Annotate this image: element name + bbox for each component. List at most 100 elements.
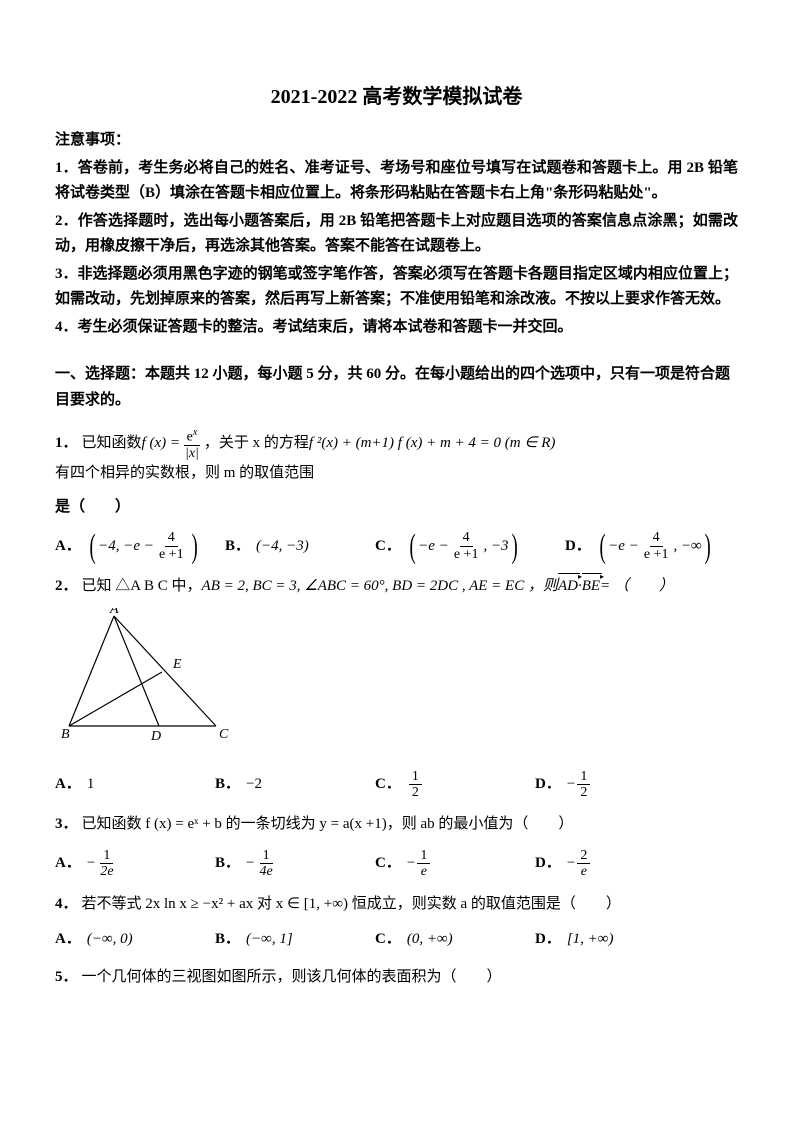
question-1: 1． 已知函数 f (x) = ex |x| ，关于 x 的方程 f ²(x) … bbox=[55, 427, 738, 487]
q3-b-den: 4e bbox=[256, 864, 275, 879]
q3-c-l: C． bbox=[375, 851, 401, 877]
q2-triangle-diagram: AEBDC bbox=[61, 608, 231, 746]
q4-b-v: (−∞, 1] bbox=[246, 927, 293, 953]
q1-opt-c: C． ( −e − 4e +1 , −3 ) bbox=[375, 530, 565, 562]
q1-c-lead: −e − bbox=[418, 534, 449, 560]
q1-num: 1． bbox=[55, 431, 78, 457]
q2-d-neg: − bbox=[567, 772, 575, 798]
q2-b-l: B． bbox=[215, 772, 240, 798]
question-4: 4． 若不等式 2x ln x ≥ −x² + ax 对 x ∈ [1, +∞)… bbox=[55, 892, 738, 918]
question-2: 2． 已知 △A B C 中， AB = 2, BC = 3, ∠ABC = 6… bbox=[55, 574, 738, 600]
q1-a-num: 4 bbox=[165, 530, 178, 546]
instruction-2: 2．作答选择题时，选出每小题答案后，用 2B 铅笔把答题卡上对应题目选项的答案信… bbox=[55, 209, 738, 260]
q3-c-neg: − bbox=[407, 851, 415, 877]
q1-frac: ex |x| bbox=[182, 427, 202, 461]
instructions-header: 注意事项： bbox=[55, 128, 738, 154]
q2-opt-b: B．−2 bbox=[215, 769, 375, 801]
q1-opt-d: D． ( −e − 4e +1 , −∞ ) bbox=[565, 530, 713, 562]
q3-d-den: e bbox=[578, 864, 590, 879]
q4-opt-d: D．[1, +∞) bbox=[535, 927, 614, 953]
page-title: 2021-2022 高考数学模拟试卷 bbox=[55, 80, 738, 114]
q2-a-l: A． bbox=[55, 772, 81, 798]
q1-x-sup: x bbox=[193, 427, 197, 438]
q4-c-v: (0, +∞) bbox=[407, 927, 453, 953]
q2-d-den: 2 bbox=[577, 785, 590, 800]
q2-opt-d: D．− 12 bbox=[535, 769, 592, 801]
q5-num: 5． bbox=[55, 965, 78, 991]
q1-a-lead: −4, −e − bbox=[98, 534, 154, 560]
svg-text:D: D bbox=[150, 729, 161, 744]
q3-b-l: B． bbox=[215, 851, 240, 877]
section-1-header: 一、选择题：本题共 12 小题，每小题 5 分，共 60 分。在每小题给出的四个… bbox=[55, 362, 738, 413]
q4-c-l: C． bbox=[375, 927, 401, 953]
q1-mid: ，关于 x 的方程 bbox=[204, 431, 309, 457]
q1-d-num: 4 bbox=[650, 530, 663, 546]
q3-c-num: 1 bbox=[417, 848, 430, 864]
q3-d-neg: − bbox=[567, 851, 575, 877]
q4-d-l: D． bbox=[535, 927, 561, 953]
q2-vec-ad: AD▸ bbox=[558, 574, 578, 600]
q3-b-num: 1 bbox=[260, 848, 273, 864]
q1-c-den: e +1 bbox=[451, 547, 482, 562]
q3-opt-c: C．− 1e bbox=[375, 848, 535, 880]
q1-func-lhs: f (x) = bbox=[142, 431, 180, 457]
q3-b-neg: − bbox=[246, 851, 254, 877]
q1-pre: 已知函数 bbox=[82, 431, 142, 457]
q1-d-den: e +1 bbox=[641, 547, 672, 562]
q2-num: 2． bbox=[55, 574, 78, 600]
q2-opt-a: A．1 bbox=[55, 769, 215, 801]
q4-a-l: A． bbox=[55, 927, 81, 953]
q3-d-num: 2 bbox=[577, 848, 590, 864]
q4-a-v: (−∞, 0) bbox=[87, 927, 133, 953]
instruction-4: 4．考生必须保证答题卡的整洁。考试结束后，请将本试卷和答题卡一并交回。 bbox=[55, 315, 738, 341]
q1-post: 有四个相异的实数根，则 m 的取值范围 bbox=[55, 461, 314, 487]
q3-opt-b: B．− 14e bbox=[215, 848, 375, 880]
q2-vec1-txt: AD bbox=[558, 578, 578, 594]
q2-options: A．1 B．−2 C．12 D．− 12 bbox=[55, 769, 738, 801]
q4-num: 4． bbox=[55, 892, 78, 918]
q3-d-l: D． bbox=[535, 851, 561, 877]
q1-c-label: C． bbox=[375, 534, 401, 560]
q1-b-label: B． bbox=[225, 534, 250, 560]
q2-vec-be: BE▸ bbox=[582, 574, 600, 600]
instruction-1: 1．答卷前，考生务必将自己的姓名、准考证号、考场号和座位号填写在试题卷和答题卡上… bbox=[55, 156, 738, 207]
q1-tail: 是（ ） bbox=[55, 495, 738, 521]
q4-opt-c: C．(0, +∞) bbox=[375, 927, 535, 953]
question-5: 5． 一个几何体的三视图如图所示，则该几何体的表面积为（ ） bbox=[55, 965, 738, 991]
svg-text:E: E bbox=[172, 657, 182, 672]
q1-b-txt: (−4, −3) bbox=[256, 534, 309, 560]
q3-c-den: e bbox=[418, 864, 430, 879]
q1-opt-a: A． ( −4, −e − 4e +1 ) bbox=[55, 530, 225, 562]
q4-d-v: [1, +∞) bbox=[567, 927, 614, 953]
q4-opt-a: A．(−∞, 0) bbox=[55, 927, 215, 953]
q4-options: A．(−∞, 0) B．(−∞, 1] C．(0, +∞) D．[1, +∞) bbox=[55, 927, 738, 953]
q3-txt: 已知函数 f (x) = eˣ + b 的一条切线为 y = a(x +1)，则… bbox=[82, 812, 574, 838]
question-3: 3． 已知函数 f (x) = eˣ + b 的一条切线为 y = a(x +1… bbox=[55, 812, 738, 838]
q2-c-den: 2 bbox=[409, 785, 422, 800]
svg-text:C: C bbox=[219, 727, 229, 742]
q1-a-label: A． bbox=[55, 534, 81, 560]
q3-opt-a: A．− 12e bbox=[55, 848, 215, 880]
q1-d-label: D． bbox=[565, 534, 591, 560]
q4-b-l: B． bbox=[215, 927, 240, 953]
q3-num: 3． bbox=[55, 812, 78, 838]
q3-a-den: 2e bbox=[97, 864, 116, 879]
q2-a-v: 1 bbox=[87, 772, 95, 798]
q2-d-l: D． bbox=[535, 772, 561, 798]
q2-c-l: C． bbox=[375, 772, 401, 798]
q3-a-num: 1 bbox=[100, 848, 113, 864]
q1-a-den: e +1 bbox=[156, 547, 187, 562]
q1-c-num: 4 bbox=[460, 530, 473, 546]
q2-c-num: 1 bbox=[409, 769, 422, 785]
q1-den: |x| bbox=[182, 446, 202, 461]
q2-pre: 已知 △A B C 中， bbox=[82, 574, 202, 600]
q2-opt-c: C． 12 bbox=[375, 769, 535, 801]
q1-d-tail: , −∞ bbox=[673, 534, 701, 560]
q3-opt-d: D．− 2e bbox=[535, 848, 592, 880]
q4-txt: 若不等式 2x ln x ≥ −x² + ax 对 x ∈ [1, +∞) 恒成… bbox=[82, 892, 621, 918]
q2-d-num: 1 bbox=[577, 769, 590, 785]
q1-eq: f ²(x) + (m+1) f (x) + m + 4 = 0 (m ∈ R) bbox=[309, 431, 555, 457]
q2-eq: = （ ） bbox=[600, 574, 674, 600]
q1-c-tail: , −3 bbox=[483, 534, 508, 560]
q1-opt-b: B． (−4, −3) bbox=[225, 530, 375, 562]
